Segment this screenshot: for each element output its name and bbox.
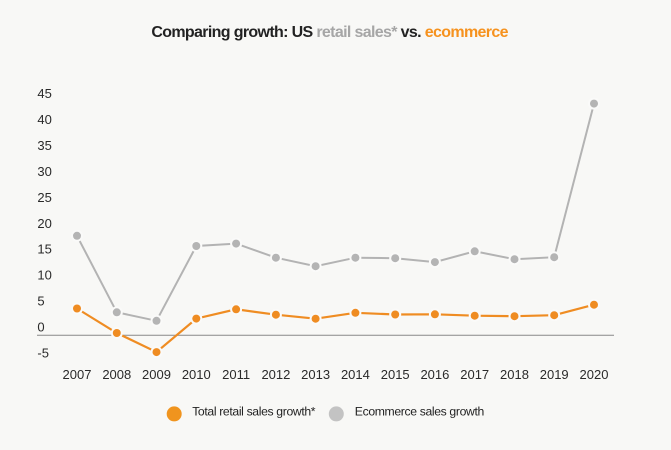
svg-text:2007: 2007 [63, 367, 92, 382]
svg-text:2012: 2012 [261, 367, 290, 382]
svg-text:0: 0 [37, 320, 44, 335]
svg-text:Comparing growth: US retail sa: Comparing growth: US retail sales* vs. e… [151, 24, 508, 41]
svg-text:2008: 2008 [102, 367, 131, 382]
svg-text:2017: 2017 [460, 367, 489, 382]
svg-text:-5: -5 [37, 346, 49, 361]
svg-text:10: 10 [37, 268, 51, 283]
svg-text:2019: 2019 [540, 367, 569, 382]
svg-text:Ecommerce sales growth: Ecommerce sales growth [355, 405, 484, 419]
svg-text:15: 15 [37, 242, 51, 257]
svg-text:30: 30 [37, 164, 51, 179]
svg-text:40: 40 [37, 112, 51, 127]
svg-text:35: 35 [37, 138, 51, 153]
svg-text:Total retail sales growth*: Total retail sales growth* [192, 405, 316, 419]
svg-text:2014: 2014 [341, 367, 370, 382]
svg-text:2013: 2013 [301, 367, 330, 382]
svg-text:2016: 2016 [420, 367, 449, 382]
svg-text:25: 25 [37, 190, 51, 205]
svg-text:20: 20 [37, 216, 51, 231]
svg-text:2018: 2018 [500, 367, 529, 382]
svg-text:2020: 2020 [580, 367, 609, 382]
svg-text:45: 45 [37, 86, 51, 101]
svg-text:5: 5 [37, 294, 44, 309]
svg-text:2010: 2010 [182, 367, 211, 382]
svg-text:2015: 2015 [381, 367, 410, 382]
svg-text:2009: 2009 [142, 367, 171, 382]
svg-text:2011: 2011 [222, 367, 250, 382]
